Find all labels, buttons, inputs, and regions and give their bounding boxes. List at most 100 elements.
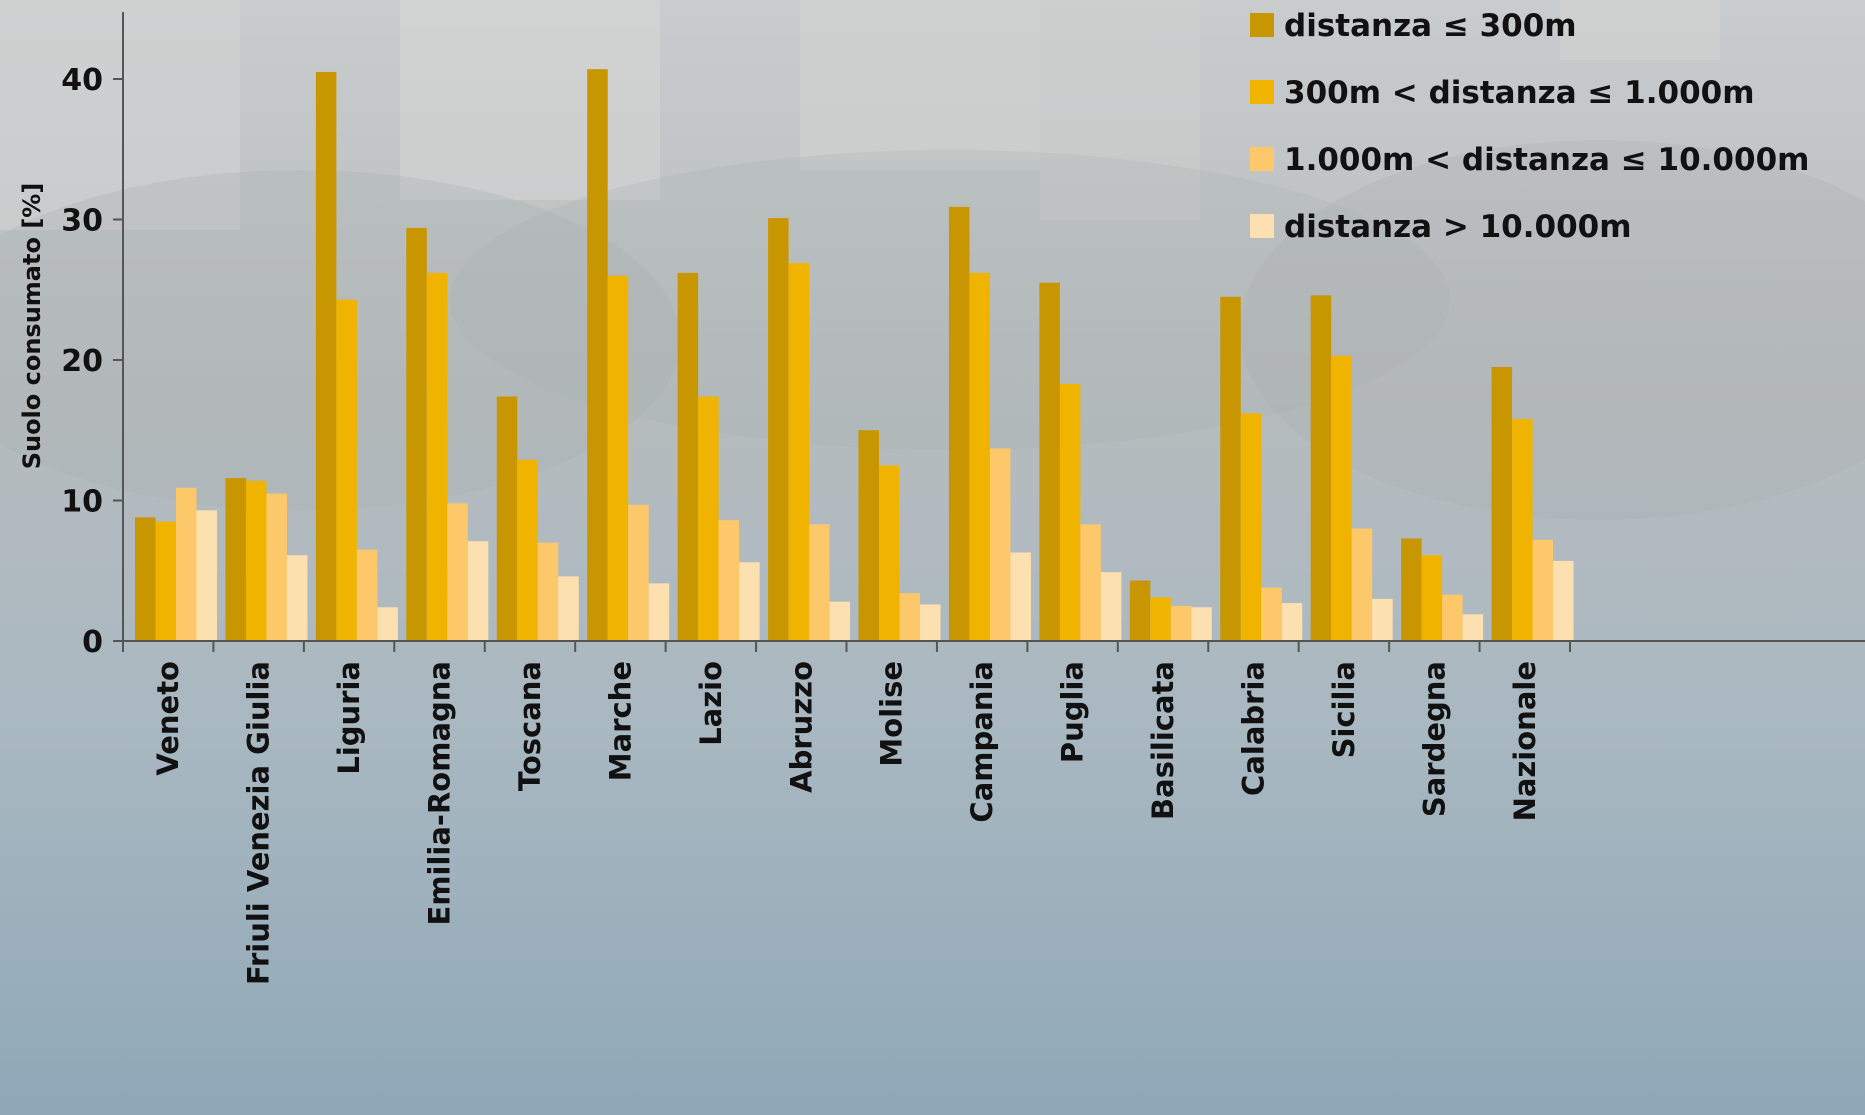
bar-emilia-romagna-series-3 (447, 503, 468, 641)
bar-lazio-series-1 (677, 272, 699, 641)
bar-marche-series-1 (587, 69, 608, 642)
bar-calabria-series-2 (1240, 413, 1262, 641)
category-label-emilia-romagna: Emilia-Romagna (423, 661, 457, 925)
bar-nazionale-series-4 (1553, 560, 1574, 641)
category-label-basilicata: Basilicata (1146, 661, 1180, 820)
bar-lazio-series-3 (718, 520, 740, 641)
bar-nazionale-series-2 (1512, 419, 1533, 641)
legend-swatch-2 (1250, 80, 1274, 104)
bar-puglia-series-1 (1039, 282, 1060, 641)
bar-toscana-series-3 (537, 542, 559, 641)
bar-basilicata-series-4 (1191, 607, 1212, 641)
bar-veneto-series-1 (135, 517, 156, 641)
y-tick-label: 0 (82, 625, 103, 660)
bar-molise-series-1 (858, 430, 879, 641)
bar-emilia-romagna-series-4 (467, 541, 489, 641)
bar-puglia-series-2 (1059, 383, 1081, 641)
category-label-toscana: Toscana (513, 661, 547, 791)
bar-marche-series-4 (648, 583, 670, 641)
bar-sardegna-series-2 (1421, 555, 1443, 641)
bar-campania-series-1 (948, 206, 970, 642)
bar-veneto-series-4 (196, 510, 217, 641)
y-tick-label: 20 (61, 344, 103, 379)
bar-campania-series-2 (969, 272, 990, 641)
y-tick-label: 30 (61, 204, 103, 239)
legend-swatch-3 (1250, 147, 1274, 171)
bar-molise-series-3 (899, 593, 920, 641)
y-axis-title: Suolo consumato [%] (18, 183, 46, 470)
bar-abruzzo-series-2 (788, 263, 810, 641)
bar-calabria-series-4 (1281, 603, 1303, 641)
bar-puglia-series-3 (1080, 524, 1101, 641)
bar-friuli-venezia-giulia-series-4 (286, 555, 308, 641)
bar-emilia-romagna-series-2 (426, 272, 448, 641)
legend-swatch-4 (1250, 214, 1274, 238)
category-label-lazio: Lazio (694, 661, 728, 746)
bar-sardegna-series-3 (1442, 594, 1463, 641)
y-tick-label: 10 (61, 485, 103, 520)
bar-calabria-series-3 (1261, 587, 1282, 641)
bar-toscana-series-4 (558, 576, 579, 641)
bar-lazio-series-2 (698, 396, 719, 641)
category-label-liguria: Liguria (332, 661, 366, 775)
bar-marche-series-2 (607, 275, 629, 641)
bar-sardegna-series-4 (1462, 614, 1484, 641)
bar-liguria-series-3 (356, 549, 378, 641)
bar-liguria-series-4 (377, 607, 398, 641)
legend: distanza ≤ 300m 300m < distanza ≤ 1.000m 1… (1250, 8, 1809, 245)
category-label-abruzzo: Abruzzo (784, 661, 818, 793)
bar-lazio-series-4 (739, 562, 760, 641)
category-label-veneto: Veneto (151, 661, 185, 776)
category-label-marche: Marche (603, 661, 637, 781)
bar-toscana-series-2 (517, 459, 538, 641)
x-axis-category-labels: Veneto Friuli Venezia Giulia Liguria Emilia… (151, 661, 1542, 985)
bar-molise-series-4 (920, 604, 941, 641)
bar-basilicata-series-3 (1170, 605, 1192, 641)
bar-friuli-venezia-giulia-series-3 (266, 493, 287, 641)
category-label-friuli-venezia-giulia: Friuli Venezia Giulia (242, 661, 276, 985)
bar-sicilia-series-4 (1372, 598, 1393, 641)
bar-molise-series-2 (879, 465, 900, 641)
category-label-nazionale: Nazionale (1508, 661, 1542, 821)
x-axis-ticks (122, 641, 1571, 652)
bar-campania-series-3 (989, 448, 1011, 641)
bar-nazionale-series-3 (1532, 539, 1554, 641)
bar-abruzzo-series-4 (829, 601, 851, 641)
category-label-puglia: Puglia (1056, 661, 1090, 763)
category-label-molise: Molise (875, 661, 909, 767)
bar-veneto-series-3 (176, 487, 197, 641)
legend-label-3: 1.000m < distanza ≤ 10.000m (1284, 142, 1809, 178)
bar-calabria-series-1 (1220, 296, 1241, 641)
bar-toscana-series-1 (496, 396, 518, 641)
legend-label-1: distanza ≤ 300m (1284, 8, 1577, 44)
category-label-campania: Campania (965, 661, 999, 823)
bar-friuli-venezia-giulia-series-1 (225, 478, 246, 641)
y-tick-label: 40 (61, 63, 103, 98)
bar-veneto-series-2 (155, 521, 176, 641)
bar-marche-series-3 (628, 504, 649, 641)
bar-abruzzo-series-3 (809, 524, 830, 641)
bar-puglia-series-4 (1100, 572, 1122, 641)
y-axis-ticks: 0 10 20 30 40 (61, 63, 123, 660)
bar-basilicata-series-1 (1129, 580, 1151, 641)
bar-liguria-series-1 (315, 71, 337, 642)
bar-nazionale-series-1 (1491, 367, 1513, 641)
category-label-calabria: Calabria (1236, 661, 1270, 796)
bar-emilia-romagna-series-1 (406, 227, 427, 641)
category-label-sardegna: Sardegna (1417, 661, 1451, 817)
bar-basilicata-series-2 (1150, 597, 1171, 641)
category-label-sicilia: Sicilia (1327, 661, 1361, 758)
bar-sicilia-series-1 (1310, 295, 1332, 641)
legend-label-2: 300m < distanza ≤ 1.000m (1284, 75, 1755, 111)
bar-sicilia-series-3 (1351, 528, 1373, 641)
bars-layer (135, 69, 1574, 642)
bar-liguria-series-2 (336, 299, 357, 641)
bar-campania-series-4 (1010, 552, 1031, 641)
bar-abruzzo-series-1 (768, 218, 789, 641)
legend-label-4: distanza > 10.000m (1284, 209, 1632, 245)
bar-sardegna-series-1 (1401, 538, 1422, 641)
bar-sicilia-series-2 (1331, 355, 1352, 641)
